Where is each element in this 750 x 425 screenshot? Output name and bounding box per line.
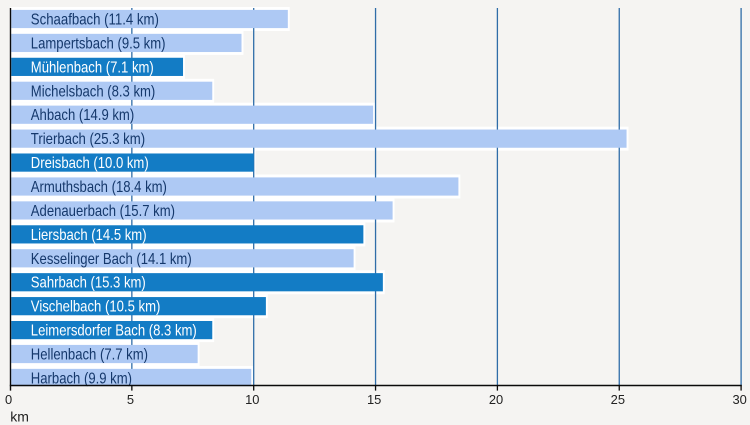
svg-text:Sahrbach (15.3 km): Sahrbach (15.3 km) (31, 275, 146, 292)
svg-text:Michelsbach (8.3 km): Michelsbach (8.3 km) (31, 83, 156, 100)
svg-text:Lampertsbach (9.5 km): Lampertsbach (9.5 km) (31, 35, 166, 52)
svg-text:Harbach (9.9 km): Harbach (9.9 km) (31, 370, 132, 387)
svg-text:20: 20 (489, 392, 503, 407)
svg-text:Hellenbach (7.7 km): Hellenbach (7.7 km) (31, 347, 148, 364)
svg-text:Schaafbach (11.4 km): Schaafbach (11.4 km) (31, 12, 159, 29)
svg-text:Vischelbach (10.5 km): Vischelbach (10.5 km) (31, 299, 161, 316)
svg-text:Trierbach (25.3 km): Trierbach (25.3 km) (31, 131, 145, 148)
svg-text:10: 10 (245, 392, 259, 407)
svg-text:Ahbach (14.9 km): Ahbach (14.9 km) (31, 107, 134, 124)
svg-text:Mühlenbach (7.1 km): Mühlenbach (7.1 km) (31, 59, 154, 76)
svg-text:30: 30 (733, 392, 747, 407)
svg-text:Adenauerbach (15.7 km): Adenauerbach (15.7 km) (31, 203, 175, 220)
svg-text:0: 0 (5, 392, 12, 407)
svg-text:Kesselinger Bach (14.1 km): Kesselinger Bach (14.1 km) (31, 251, 192, 268)
svg-text:5: 5 (127, 392, 134, 407)
svg-text:km: km (10, 408, 29, 424)
svg-text:25: 25 (611, 392, 625, 407)
svg-text:Liersbach (14.5 km): Liersbach (14.5 km) (31, 227, 147, 244)
svg-text:15: 15 (367, 392, 381, 407)
svg-text:Armuthsbach (18.4 km): Armuthsbach (18.4 km) (31, 179, 167, 196)
svg-text:Leimersdorfer Bach (8.3 km): Leimersdorfer Bach (8.3 km) (31, 323, 197, 340)
svg-text:Dreisbach (10.0 km): Dreisbach (10.0 km) (31, 155, 149, 172)
